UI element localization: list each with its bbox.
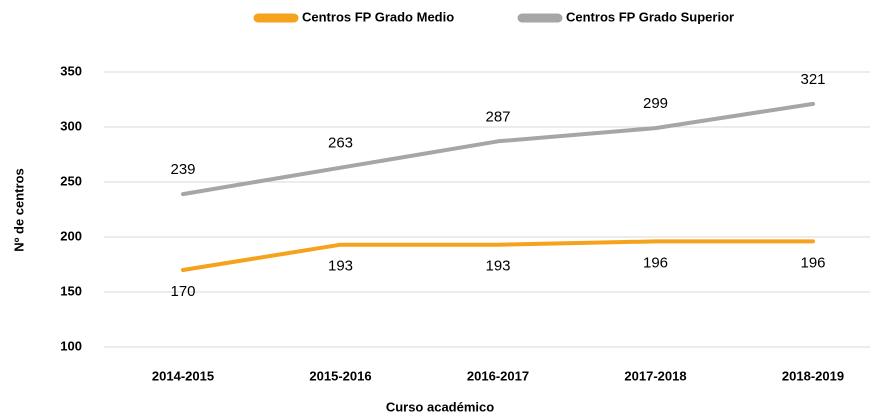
series-line <box>181 239 815 272</box>
data-label: 196 <box>800 254 825 271</box>
y-tick-label: 350 <box>60 63 82 78</box>
series-line <box>181 101 815 197</box>
data-label: 193 <box>328 258 353 275</box>
x-axis-title: Curso académico <box>386 399 494 414</box>
x-tick-label: 2017-2018 <box>624 368 686 383</box>
y-tick-label: 300 <box>60 118 82 133</box>
x-tick-label: 2018-2019 <box>782 368 844 383</box>
x-tick-label: 2014-2015 <box>152 368 214 383</box>
legend-label: Centros FP Grado Superior <box>566 9 734 24</box>
data-label: 239 <box>170 161 195 178</box>
y-axis-title: Nº de centros <box>11 168 26 252</box>
data-label: 193 <box>485 258 510 275</box>
data-label: 321 <box>800 71 825 88</box>
data-label: 263 <box>328 135 353 152</box>
y-tick-label: 200 <box>60 228 82 243</box>
x-tick-label: 2016-2017 <box>467 368 529 383</box>
y-tick-label: 150 <box>60 283 82 298</box>
data-label: 196 <box>643 254 668 271</box>
data-label: 170 <box>170 283 195 300</box>
data-label: 299 <box>643 95 668 112</box>
data-label: 287 <box>485 108 510 125</box>
y-tick-label: 100 <box>60 338 82 353</box>
x-tick-label: 2015-2016 <box>309 368 371 383</box>
legend-label: Centros FP Grado Medio <box>302 9 454 24</box>
y-tick-label: 250 <box>60 173 82 188</box>
